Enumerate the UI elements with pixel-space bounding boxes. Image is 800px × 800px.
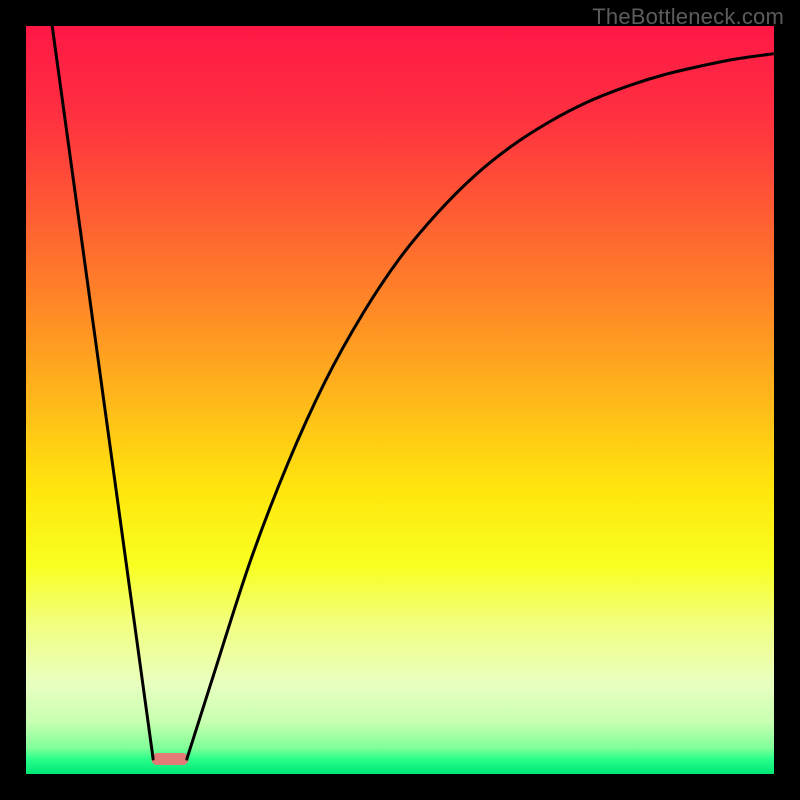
chart-svg [0, 0, 800, 800]
plot-background [26, 26, 774, 774]
bottleneck-chart: TheBottleneck.com [0, 0, 800, 800]
watermark-text: TheBottleneck.com [592, 4, 784, 30]
optimal-marker [151, 753, 188, 765]
